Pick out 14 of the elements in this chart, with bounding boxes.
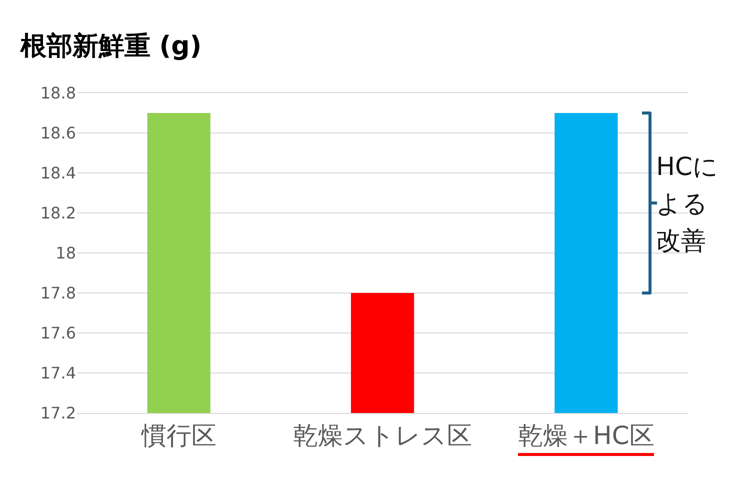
y-tick-label: 18.4 — [40, 164, 76, 183]
y-tick-label: 17.4 — [40, 364, 76, 383]
annotation: HCによる改善 — [656, 150, 720, 256]
y-tick-label: 18.8 — [40, 84, 76, 103]
x-tick-label: 乾燥＋HC区 — [518, 421, 654, 450]
y-tick-label: 17.6 — [40, 324, 76, 343]
y-tick-label: 18.2 — [40, 204, 76, 223]
y-tick-label: 17.8 — [40, 284, 76, 303]
x-tick-label: 乾燥ストレス区 — [293, 421, 472, 450]
chart-title: 根部新鮮重 (g) — [19, 32, 202, 62]
y-tick-label: 18 — [56, 244, 76, 263]
y-tick-label: 17.2 — [40, 404, 76, 423]
y-tick-label: 18.6 — [40, 124, 76, 143]
x-tick-label: 慣行区 — [140, 421, 216, 450]
